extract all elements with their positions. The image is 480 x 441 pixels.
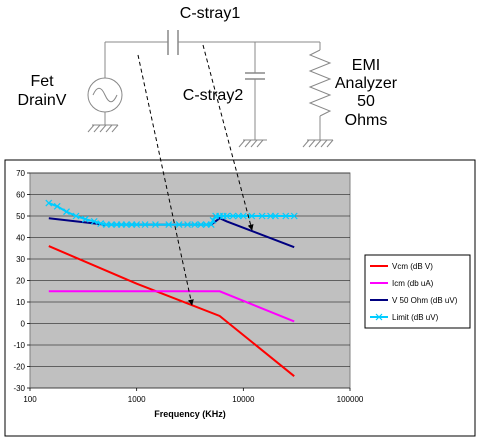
ground-icon (302, 139, 334, 148)
x-axis-title: Frequency (KHz) (154, 409, 226, 419)
data-point (165, 221, 173, 229)
data-point (118, 221, 125, 229)
y-tick-label: -30 (13, 384, 25, 393)
y-axis: 70 60 50 40 30 20 10 0 -10 -20 -30 (13, 169, 30, 393)
legend-label: V 50 Ohm (dB uV) (392, 296, 458, 305)
source-label-line2: DrainV (18, 92, 67, 109)
schematic (87, 30, 334, 148)
data-point (102, 221, 110, 229)
data-point (108, 221, 115, 229)
x-tick-label: 10000 (232, 395, 255, 404)
y-tick-label: 30 (16, 255, 25, 264)
data-point (45, 199, 53, 207)
y-tick-label: 0 (21, 320, 26, 329)
data-point (133, 221, 141, 229)
load-label-line4: Ohms (345, 112, 388, 129)
data-point (209, 216, 217, 224)
data-point (81, 215, 89, 223)
x-axis: 100 1000 10000 100000 (23, 388, 364, 404)
load-label-line1: EMI (352, 57, 380, 74)
source-label-line1: Fet (30, 73, 54, 90)
data-point (223, 212, 231, 220)
resistor-icon (308, 49, 332, 117)
data-point (152, 221, 159, 229)
legend-marker (375, 313, 383, 321)
data-point (229, 212, 237, 220)
x-tick-label: 1000 (128, 395, 146, 404)
legend (364, 254, 471, 329)
x-tick-label: 100 (23, 395, 37, 404)
y-tick-label: 50 (16, 212, 25, 221)
ground-icon (238, 139, 267, 148)
data-point (202, 221, 210, 229)
data-point (175, 221, 183, 229)
data-point (97, 220, 105, 227)
series-line (48, 290, 295, 323)
y-tick-label: -20 (13, 363, 25, 372)
annotation-arrow-c-stray1 (137, 54, 194, 306)
sine-wave-icon (92, 87, 118, 103)
data-point (197, 221, 205, 229)
y-tick-label: 70 (16, 169, 25, 178)
data-point (267, 212, 274, 220)
data-point (122, 221, 130, 229)
x-tick-label: 100000 (337, 395, 364, 404)
legend-label: Vcm (dB V) (392, 262, 433, 271)
annotation-arrow-c-stray2 (202, 44, 254, 231)
data-point (72, 212, 80, 220)
data-point (258, 212, 266, 220)
data-point (63, 208, 70, 216)
cap2-label: C-stray2 (183, 87, 244, 104)
y-tick-label: -10 (13, 341, 25, 350)
load-label-line3: 50 (357, 93, 375, 110)
series-layer (45, 199, 298, 377)
data-point (239, 212, 247, 220)
data-point (207, 221, 215, 229)
data-point (235, 212, 242, 220)
y-tick-label: 20 (16, 277, 25, 286)
data-point (248, 212, 256, 220)
y-tick-label: 10 (16, 298, 25, 307)
legend-items: Vcm (dB V) Icm (db uA) V 50 Ohm (dB uV) Lim… (370, 262, 458, 322)
data-point (184, 221, 191, 229)
data-point (282, 212, 290, 220)
data-point (191, 221, 199, 229)
data-point (90, 217, 98, 225)
series-line (48, 245, 295, 377)
data-point (53, 202, 61, 210)
legend-label: Icm (db uA) (392, 279, 434, 288)
series-line (48, 217, 295, 249)
y-tick-label: 60 (16, 191, 25, 200)
cap1-label: C-stray1 (180, 5, 241, 22)
load-label-line2: Analyzer (335, 75, 398, 92)
ground-icon (87, 124, 119, 133)
data-point (290, 212, 298, 220)
y-tick-label: 40 (16, 234, 25, 243)
data-point (128, 221, 136, 229)
data-point (141, 221, 149, 229)
data-point (272, 212, 279, 220)
legend-label: Limit (dB uV) (392, 313, 439, 322)
